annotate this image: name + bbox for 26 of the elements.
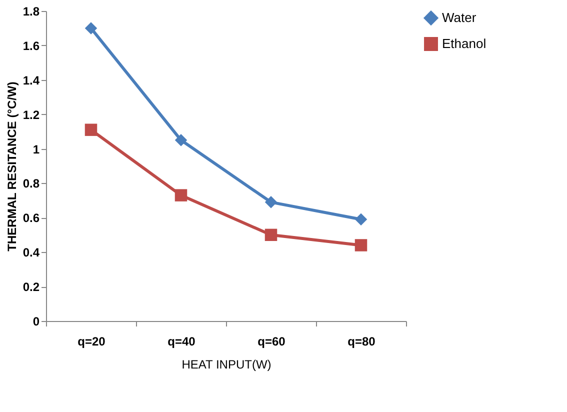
point [354,239,368,252]
y-tick-label: 1.8 [22,4,40,18]
x-tick-label: q=60 [258,334,286,348]
y-tick-label: 0.6 [22,211,40,226]
y-tick-label: 1 [32,142,40,156]
point [84,124,98,136]
x-tick-label: q=80 [348,334,376,348]
y-tick-label: 0.2 [22,280,40,294]
y-tick-label: 0.8 [22,176,40,191]
y-axis-title: THERMAL RESITANCE (°C/W) [4,82,19,252]
point [84,22,98,34]
x-axis-title: HEAT INPUT(W) [182,358,272,372]
legend-label: Water [442,10,477,25]
point [264,228,278,242]
x-tick-label: q=40 [168,334,196,348]
y-tick-label: 0 [32,314,40,328]
y-tick-label: 1.2 [22,108,40,122]
point [264,196,278,208]
y-tick-label: 1.4 [22,73,40,88]
point [174,134,188,146]
point [354,213,368,226]
y-tick-label: 0.4 [22,246,40,260]
x-tick-label: q=20 [78,334,106,348]
y-tick-label: 1.6 [22,38,40,53]
point [174,189,188,202]
legend-label: Ethanol [442,36,486,51]
